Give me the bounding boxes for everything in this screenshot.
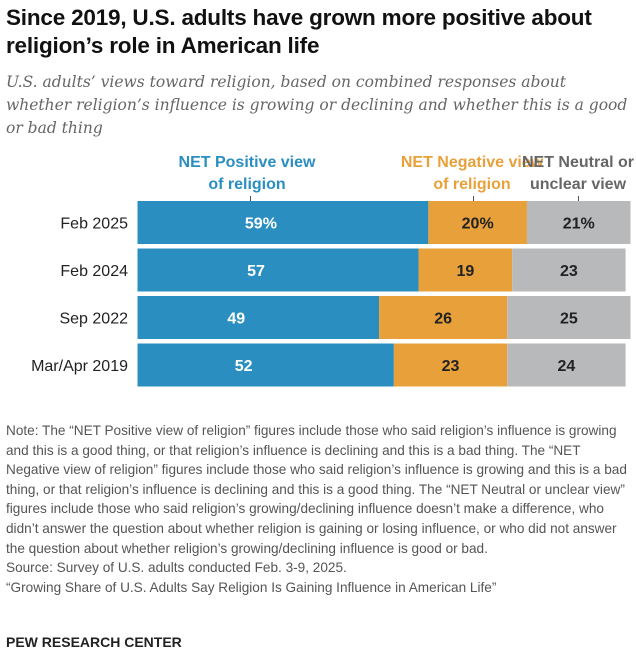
notes: Note: The “NET Positive view of religion… xyxy=(6,421,636,597)
bar-segment xyxy=(379,296,508,339)
category-label: Mar/Apr 2019 xyxy=(31,358,128,375)
stacked-bar-chart: Feb 2025 59% 20% 21% Feb 2024 57 19 23 Sep 2022 4… xyxy=(31,201,631,387)
data-label: 52 xyxy=(235,358,253,375)
category-label: Sep 2022 xyxy=(59,311,128,328)
data-label: 25 xyxy=(560,311,578,328)
bar-segment xyxy=(418,248,513,292)
legend-neutral: NET Neutral or unclear view xyxy=(521,154,634,193)
bar-segment xyxy=(137,343,394,387)
bar-segment xyxy=(137,248,419,292)
chart-subtitle: U.S. adults’ views toward religion, base… xyxy=(6,73,628,137)
data-label: 23 xyxy=(442,358,460,375)
chart-title: Since 2019, U.S. adults have grown more … xyxy=(6,5,592,58)
pew-logo: PEW RESEARCH CENTER xyxy=(6,634,182,650)
data-label: 20% xyxy=(462,216,494,233)
data-label: 59% xyxy=(245,216,277,233)
category-label: Feb 2025 xyxy=(60,216,128,233)
category-label: Feb 2024 xyxy=(60,263,128,280)
data-label: 24 xyxy=(558,358,576,375)
bar-segment xyxy=(526,201,631,244)
data-label: 57 xyxy=(247,263,265,280)
bar-segment xyxy=(137,296,380,339)
data-label: 19 xyxy=(456,263,474,280)
legend-negative: NET Negative view of religion xyxy=(400,154,544,193)
data-label: 21% xyxy=(563,216,595,233)
data-label: 23 xyxy=(560,263,578,280)
legend-tick-positive xyxy=(250,196,251,203)
source-text: Source: Survey of U.S. adults conducted … xyxy=(6,560,347,576)
report-title: “Growing Share of U.S. Adults Say Religi… xyxy=(6,579,497,595)
data-label: 49 xyxy=(227,311,245,328)
legend-tick-neutral xyxy=(578,196,579,203)
bar-segment xyxy=(428,201,527,244)
bar-segment xyxy=(507,343,626,387)
bar-segment xyxy=(393,343,508,387)
bar-segment xyxy=(137,201,429,244)
note-text: Note: The “NET Positive view of religion… xyxy=(6,423,627,556)
legend-tick-negative xyxy=(473,196,474,203)
bar-segment xyxy=(512,248,626,292)
bar-segment xyxy=(507,296,631,339)
data-label: 26 xyxy=(434,311,452,328)
legend-positive: NET Positive view of religion xyxy=(178,154,316,193)
